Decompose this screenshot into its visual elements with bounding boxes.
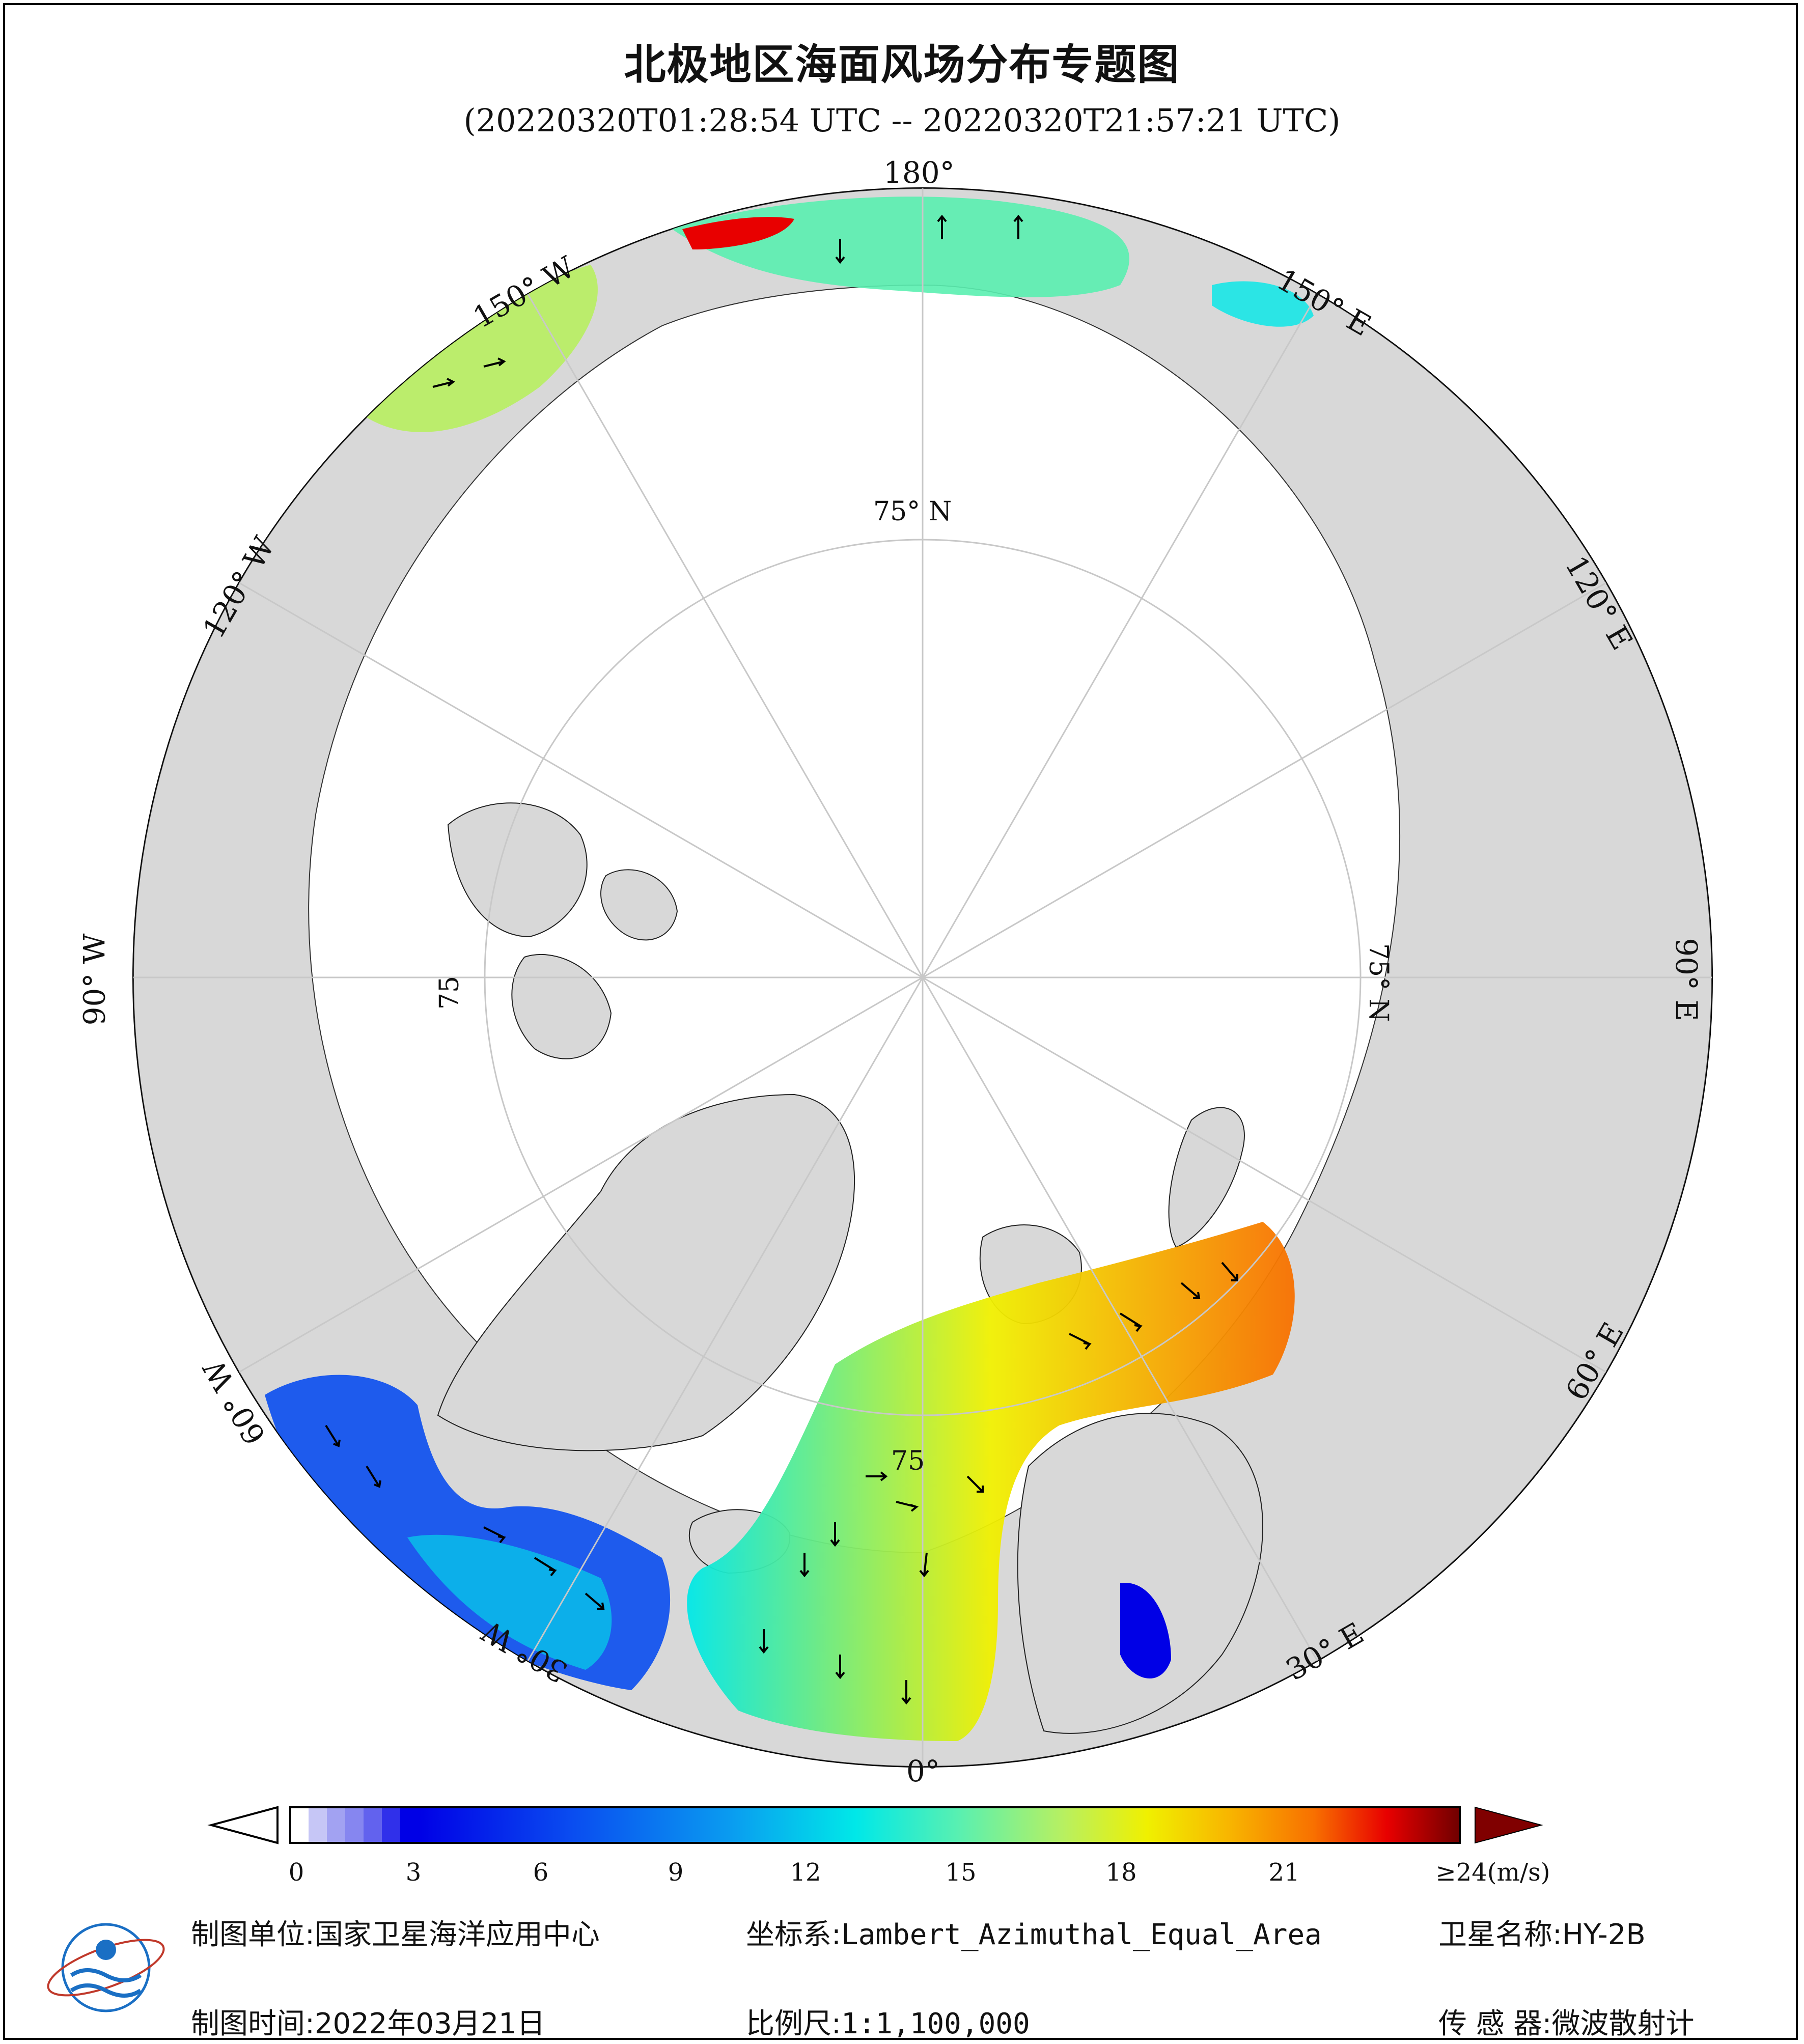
land-canadian-islands	[447, 802, 678, 1059]
wind-swath-bering	[367, 265, 598, 432]
nsoas-logo-icon	[47, 1923, 165, 2012]
footer-unit-value: 国家卫星海洋应用中心	[314, 1918, 600, 1951]
lon-label-90w: 90° W	[77, 933, 112, 1026]
wind-swath-west-inner	[407, 1534, 612, 1670]
land-novaya-zemlya	[1168, 1107, 1245, 1248]
footer-date-row: 制图时间:2022年03月21日	[191, 2001, 545, 2042]
lat-label-75-left: 75	[434, 975, 465, 1010]
time-range-subtitle: (20220320T01:28:54 UTC -- 20220320T21:57…	[463, 102, 1341, 139]
footer-crs-label: 坐标系:	[746, 1918, 841, 1951]
footer-crs-value: Lambert_Azimuthal_Equal_Area	[841, 1918, 1322, 1951]
footer-sensor-value: 微波散射计	[1551, 2007, 1695, 2040]
lat-label-75n-top: 75° N	[873, 496, 952, 527]
footer-scale: 比例尺:1:1,100,000	[746, 2001, 1030, 2042]
land-greenland	[437, 1094, 855, 1451]
wind-arrows	[325, 214, 1238, 1705]
colorbar-segment-3	[345, 1807, 364, 1843]
footer-satellite-label: 卫星名称:	[1438, 1918, 1562, 1951]
lon-label-0: 0°	[906, 1754, 940, 1788]
colorbar-tick-12: 12	[790, 1858, 821, 1887]
colorbar-over-triangle	[1475, 1806, 1543, 1844]
colorbar-gradient	[419, 1807, 1460, 1843]
colorbar-segment-6	[400, 1807, 419, 1843]
map-title: 北极地区海面风场分布专题图	[624, 41, 1180, 89]
footer-satellite: 卫星名称:HY-2B	[1438, 1912, 1646, 1953]
lat-label-75-bottom: 75	[891, 1446, 925, 1476]
footer-satellite-value: HY-2B	[1562, 1918, 1646, 1951]
footer-unit-label: 制图单位:	[191, 1918, 315, 1951]
map-frame	[3, 3, 1798, 2040]
colorbar-segment-2	[327, 1807, 345, 1843]
footer-unit: 制图单位:国家卫星海洋应用中心	[191, 1912, 600, 1953]
colorbar-segment-1	[309, 1807, 327, 1843]
footer-scale-label: 比例尺:	[746, 2007, 841, 2040]
land-scandinavia	[1017, 1413, 1263, 1734]
colorbar-under-triangle	[207, 1806, 279, 1844]
footer-date-value: 2022年03月21日	[314, 2007, 545, 2040]
colorbar-segment-5	[382, 1807, 400, 1843]
wind-swath-atlantic	[687, 1222, 1295, 1741]
colorbar	[207, 1806, 1543, 1844]
colorbar-tick-0: 0	[288, 1858, 304, 1887]
colorbar-tick-6: 6	[533, 1858, 549, 1887]
colorbar-tick-15: 15	[945, 1858, 977, 1887]
colorbar-tick-9: 9	[668, 1858, 684, 1887]
lat-label-75n-right: 75° N	[1363, 943, 1394, 1022]
wind-swath-baltic	[1120, 1583, 1171, 1679]
colorbar-segment-0	[290, 1807, 309, 1843]
footer-sensor-label: 传 感 器:	[1438, 2007, 1552, 2040]
wind-swath-okhotsk	[1212, 281, 1314, 327]
footer-sensor: 传 感 器:微波散射计	[1438, 2001, 1694, 2042]
graticule-meridians	[133, 188, 1712, 1767]
lon-label-180: 180°	[883, 155, 955, 190]
wind-swath-pacific-red	[682, 217, 794, 249]
lon-label-90e: 90° E	[1669, 938, 1704, 1021]
colorbar-segment-4	[364, 1807, 382, 1843]
footer-date-label: 制图时间:	[191, 2007, 315, 2040]
footer-scale-value: 1:1,100,000	[841, 2007, 1030, 2040]
footer-crs: 坐标系:Lambert_Azimuthal_Equal_Area	[746, 1912, 1322, 1953]
colorbar-tick-21: 21	[1268, 1858, 1300, 1887]
colorbar-tick-18: 18	[1105, 1858, 1137, 1887]
colorbar-unit-label: ≥24(m/s)	[1435, 1858, 1550, 1887]
colorbar-outline	[289, 1806, 1461, 1844]
colorbar-tick-3: 3	[405, 1858, 422, 1887]
